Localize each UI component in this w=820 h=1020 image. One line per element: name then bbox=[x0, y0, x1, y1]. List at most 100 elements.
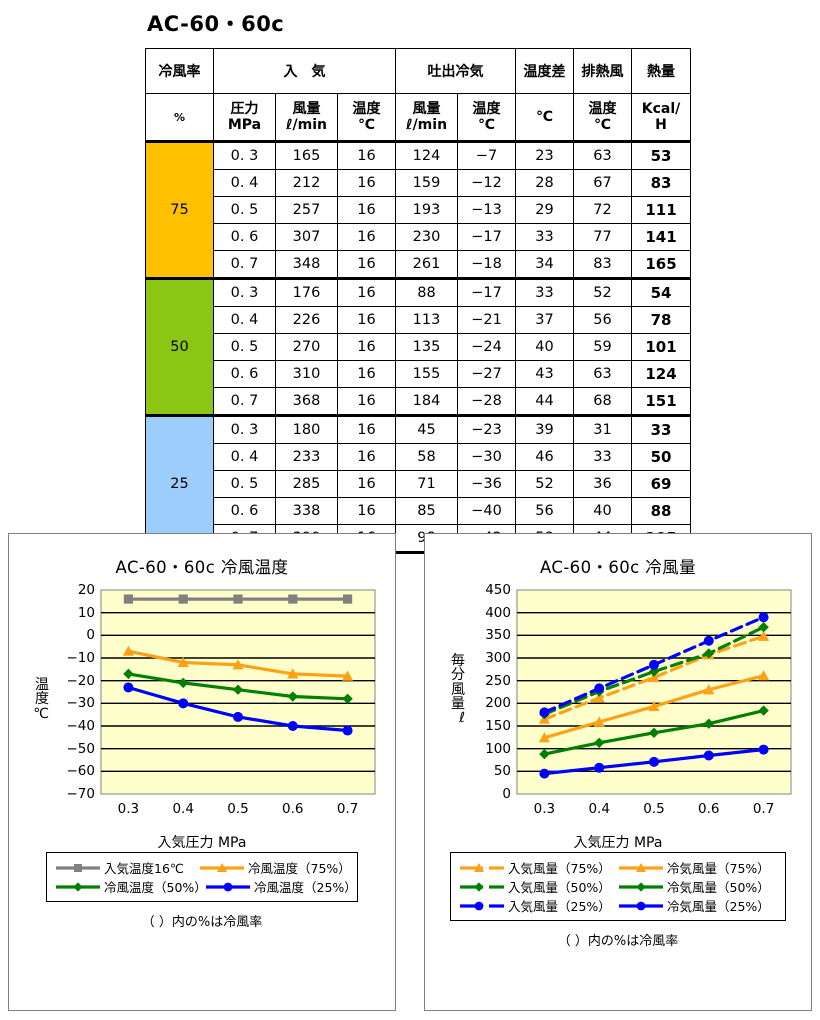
table-cell-out-flow: 159 bbox=[395, 169, 459, 197]
table-cell-in-flow: 348 bbox=[275, 250, 338, 279]
table-cell-dt: 29 bbox=[515, 196, 575, 224]
legend-item[interactable]: 冷気風量（25%） bbox=[618, 896, 777, 915]
y-axis-tick: 0 bbox=[502, 786, 511, 802]
table-cell-in-flow: 176 bbox=[275, 277, 338, 307]
table-cell-out-temp: −13 bbox=[457, 196, 517, 224]
table-cell-in-flow: 257 bbox=[275, 196, 338, 224]
x-axis-label-temperature: 入気圧力 MPa bbox=[157, 835, 247, 851]
table-cell-dt: 28 bbox=[515, 169, 575, 197]
table-cell-in-temp: 16 bbox=[336, 414, 397, 444]
x-axis-label-airflow: 入気圧力 MPa bbox=[573, 835, 663, 851]
table-cell-dt: 52 bbox=[515, 470, 575, 498]
table-cell-kcal: 124 bbox=[631, 360, 692, 388]
chart-panel-airflow: AC-60・60c 冷風量 450 400 350 300 250 200 150 100 50… bbox=[424, 533, 812, 1011]
table-cell-in-temp: 16 bbox=[336, 497, 397, 525]
table-cell-out-temp: −24 bbox=[457, 333, 517, 361]
table-cell-ex-temp: 59 bbox=[573, 333, 633, 361]
table-subheader-cell: 風量 ℓ/min bbox=[395, 93, 459, 142]
legend-line-icon bbox=[459, 860, 505, 876]
y-axis-tick: 350 bbox=[485, 627, 511, 644]
y-axis-tick: 50 bbox=[493, 763, 511, 780]
table-header-cell: 熱量 bbox=[631, 48, 692, 94]
legend-item[interactable]: 冷風温度（25%） bbox=[205, 877, 357, 896]
table-cell-dt: 23 bbox=[515, 140, 575, 170]
legend-item[interactable]: 冷気風量（75%） bbox=[618, 858, 777, 877]
table-cell-out-flow: 88 bbox=[395, 277, 459, 307]
table-header-row-sub: % 圧力 MPa 風量 ℓ/min 温度 ℃ 風量 ℓ/min 温度 ℃ ℃ 温度 ℃ Kcal/H bbox=[145, 93, 692, 142]
table-subheader-cell: % bbox=[145, 93, 214, 142]
y-axis-tick: −30 bbox=[66, 695, 96, 712]
table-row: 0. 4 233 16 58 −30 46 33 50 bbox=[146, 443, 692, 471]
table-cell-kcal: 101 bbox=[631, 333, 692, 361]
table-header-cell: 温度差 bbox=[515, 48, 575, 94]
y-axis-label-char: ℓ bbox=[459, 710, 465, 727]
table-cell-out-flow: 113 bbox=[395, 306, 459, 334]
table-cell-p: 0. 7 bbox=[213, 250, 276, 279]
table-cell-ex-temp: 68 bbox=[573, 387, 633, 416]
table-row: 0. 6 310 16 155 −27 43 63 124 bbox=[146, 360, 692, 388]
table-cell-in-flow: 368 bbox=[275, 387, 338, 416]
table-cell-out-flow: 184 bbox=[395, 387, 459, 416]
table-cell-out-flow: 135 bbox=[395, 333, 459, 361]
spec-table-block: AC-60・60c 冷風率入 気吐出冷気 温度差 排熱風 熱量% 圧力 MPa 風量 ℓ/mi… bbox=[145, 8, 692, 554]
table-cell-in-temp: 16 bbox=[336, 250, 397, 279]
table-cell-in-temp: 16 bbox=[336, 169, 397, 197]
table-cell-out-temp: −21 bbox=[457, 306, 517, 334]
y-axis-label-char: 量 bbox=[451, 695, 465, 712]
table-cell-kcal: 50 bbox=[631, 443, 692, 471]
legend-item[interactable]: 入気風量（75%） bbox=[459, 858, 618, 877]
legend-item[interactable]: 冷風温度（75%） bbox=[199, 858, 351, 877]
table-cell-kcal: 33 bbox=[631, 414, 692, 444]
legend-row: 入気温度16℃ 冷風温度（75%） bbox=[55, 858, 351, 877]
x-axis-tick: 0.6 bbox=[698, 801, 720, 817]
rate-group-cell: 50 bbox=[145, 277, 214, 416]
y-axis-tick: −10 bbox=[66, 650, 96, 666]
table-cell-p: 0. 6 bbox=[213, 223, 276, 251]
legend-line-icon bbox=[618, 860, 664, 876]
chart-title-temperature: AC-60・60c 冷風温度 bbox=[115, 558, 289, 577]
y-axis-tick: 150 bbox=[485, 718, 511, 734]
table-subheader-cell: 温度 ℃ bbox=[457, 93, 517, 142]
y-axis-label-char: 度 bbox=[35, 691, 49, 708]
table-cell-out-temp: −17 bbox=[457, 223, 517, 251]
table-row: 0. 6 338 16 85 −40 56 40 88 bbox=[146, 497, 692, 525]
legend-row: 冷風温度（50%） 冷風温度（25%） bbox=[55, 877, 357, 896]
y-axis-tick: 0 bbox=[86, 627, 95, 644]
table-cell-ex-temp: 72 bbox=[573, 196, 633, 224]
table-cell-out-flow: 261 bbox=[395, 250, 459, 279]
table-cell-out-temp: −30 bbox=[457, 443, 517, 471]
legend-label: 入気風量（75%） bbox=[508, 861, 611, 876]
y-axis-tick: 200 bbox=[485, 695, 511, 712]
y-axis-label-char: 分 bbox=[451, 667, 465, 684]
y-axis-tick: 250 bbox=[485, 672, 511, 689]
legend-item[interactable]: 入気温度16℃ bbox=[55, 858, 199, 877]
table-cell-p: 0. 5 bbox=[213, 333, 276, 361]
legend-item[interactable]: 冷風温度（50%） bbox=[55, 877, 207, 896]
y-axis-tick: −20 bbox=[66, 672, 96, 689]
table-cell-out-temp: −12 bbox=[457, 169, 517, 197]
table-cell-kcal: 165 bbox=[631, 250, 692, 279]
table-cell-in-temp: 16 bbox=[336, 140, 397, 170]
legend-item[interactable]: 冷気風量（50%） bbox=[618, 877, 777, 896]
legend-label: 冷気風量（75%） bbox=[667, 861, 770, 876]
legend-line-icon bbox=[618, 898, 664, 914]
table-cell-p: 0. 3 bbox=[213, 277, 276, 307]
table-cell-in-flow: 233 bbox=[275, 443, 338, 471]
y-axis-tick: 10 bbox=[77, 604, 95, 621]
table-cell-p: 0. 6 bbox=[213, 360, 276, 388]
legend-item[interactable]: 入気風量（50%） bbox=[459, 877, 618, 896]
legend-item[interactable]: 入気風量（25%） bbox=[459, 896, 618, 915]
x-axis-tick: 0.4 bbox=[172, 801, 194, 817]
table-cell-kcal: 69 bbox=[631, 470, 692, 498]
table-cell-out-temp: −18 bbox=[457, 250, 517, 279]
table-subheader-cell: Kcal/H bbox=[631, 93, 692, 142]
table-header-row-top: 冷風率入 気吐出冷気 温度差 排熱風 熱量 bbox=[145, 48, 692, 94]
legend-label: 冷気風量（25%） bbox=[667, 899, 770, 914]
chart-title-airflow: AC-60・60c 冷風量 bbox=[540, 558, 696, 577]
table-cell-in-temp: 16 bbox=[336, 306, 397, 334]
legend-label: 冷風温度（50%） bbox=[104, 880, 207, 895]
table-subheader-cell: 風量 ℓ/min bbox=[275, 93, 338, 142]
table-cell-in-flow: 165 bbox=[275, 140, 338, 170]
legend-line-icon bbox=[199, 860, 245, 876]
